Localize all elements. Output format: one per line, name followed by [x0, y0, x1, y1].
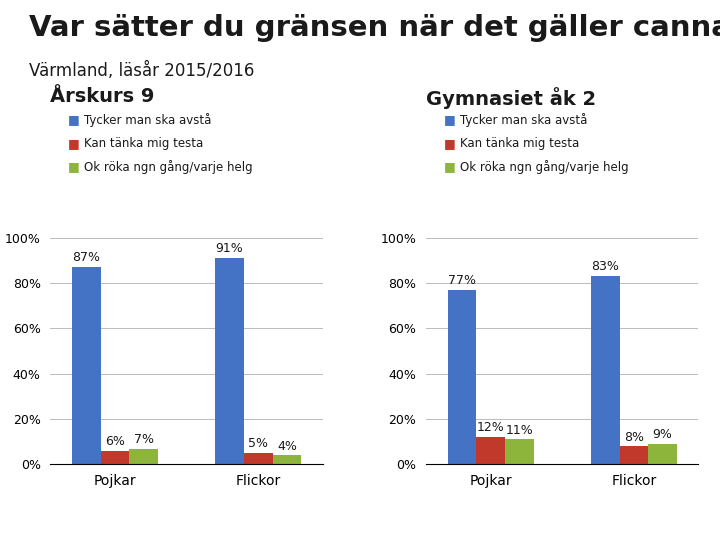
Bar: [215, 258, 244, 464]
Bar: [620, 446, 648, 464]
Bar: [244, 453, 272, 464]
Text: ■: ■: [68, 137, 84, 150]
Text: 4%: 4%: [277, 440, 297, 453]
Text: 7%: 7%: [133, 433, 153, 446]
Bar: [101, 451, 129, 464]
Text: 83%: 83%: [591, 260, 619, 273]
Bar: [272, 455, 301, 464]
Text: Tycker man ska avstå: Tycker man ska avstå: [84, 113, 212, 127]
Text: 6%: 6%: [105, 435, 125, 448]
Text: 91%: 91%: [216, 242, 243, 255]
Text: 5%: 5%: [248, 437, 268, 450]
Text: Kan tänka mig testa: Kan tänka mig testa: [460, 137, 579, 150]
Bar: [477, 437, 505, 464]
Text: Kan tänka mig testa: Kan tänka mig testa: [84, 137, 204, 150]
Text: Var sätter du gränsen när det gäller cannabis?: Var sätter du gränsen när det gäller can…: [29, 14, 720, 42]
Text: 8%: 8%: [624, 430, 644, 443]
Text: Tycker man ska avstå: Tycker man ska avstå: [460, 113, 588, 127]
Bar: [129, 449, 158, 464]
Text: ■: ■: [68, 160, 84, 173]
Text: Årskurs 9: Årskurs 9: [50, 87, 155, 106]
Bar: [648, 444, 677, 464]
Text: ■: ■: [444, 160, 460, 173]
Text: ■: ■: [68, 113, 84, 126]
Text: Ok röka ngn gång/varje helg: Ok röka ngn gång/varje helg: [84, 160, 253, 174]
Text: Värmland, läsår 2015/2016: Värmland, läsår 2015/2016: [29, 62, 254, 80]
Text: 9%: 9%: [652, 428, 672, 441]
Text: 77%: 77%: [448, 274, 476, 287]
Text: 11%: 11%: [505, 424, 533, 437]
Text: ■: ■: [444, 137, 460, 150]
Bar: [591, 276, 620, 464]
Bar: [72, 267, 101, 464]
Text: Ok röka ngn gång/varje helg: Ok röka ngn gång/varje helg: [460, 160, 629, 174]
Text: Gymnasiet åk 2: Gymnasiet åk 2: [426, 87, 596, 110]
Text: 12%: 12%: [477, 421, 505, 435]
Bar: [448, 290, 477, 464]
Text: 87%: 87%: [72, 251, 100, 265]
Text: ■: ■: [444, 113, 460, 126]
Bar: [505, 440, 534, 464]
